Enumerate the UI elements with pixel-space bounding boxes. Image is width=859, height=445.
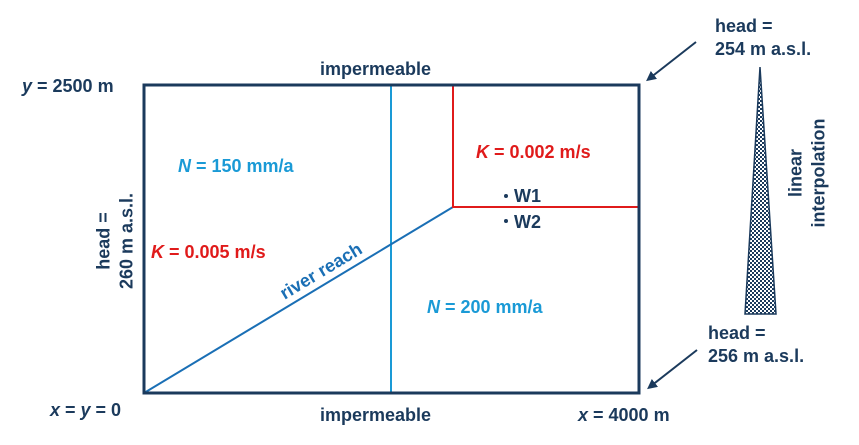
bottom-right-head-arrow xyxy=(647,349,698,390)
well-w1-marker xyxy=(504,194,508,198)
x-max-label: x = 4000 m xyxy=(578,405,670,425)
interpolation-label: linear interpolation xyxy=(785,118,829,228)
top-right-head-label: head = 254 m a.s.l. xyxy=(715,16,812,60)
top-boundary-label: impermeable xyxy=(320,59,432,79)
left-head-label: head = 260 m a.s.l. xyxy=(93,192,137,290)
top-right-head-arrow xyxy=(646,41,697,82)
k-zone-label: K = 0.002 m/s xyxy=(476,142,591,162)
well-w2-label: W2 xyxy=(514,212,541,232)
bottom-boundary-label: impermeable xyxy=(320,405,432,425)
well-w2-marker xyxy=(504,219,508,223)
k-zone-boundary xyxy=(452,85,638,208)
y-max-label: y = 2500 m xyxy=(22,76,114,96)
recharge-right-label: N = 200 mm/a xyxy=(427,297,543,317)
interpolation-wedge xyxy=(744,66,777,315)
k-left-label: K = 0.005 m/s xyxy=(151,242,266,262)
origin-label: x = y = 0 xyxy=(50,400,122,420)
recharge-left-label: N = 150 mm/a xyxy=(178,156,294,176)
well-w1-label: W1 xyxy=(514,186,541,206)
bottom-right-head-label: head = 256 m a.s.l. xyxy=(708,323,805,367)
model-domain xyxy=(142,83,641,395)
